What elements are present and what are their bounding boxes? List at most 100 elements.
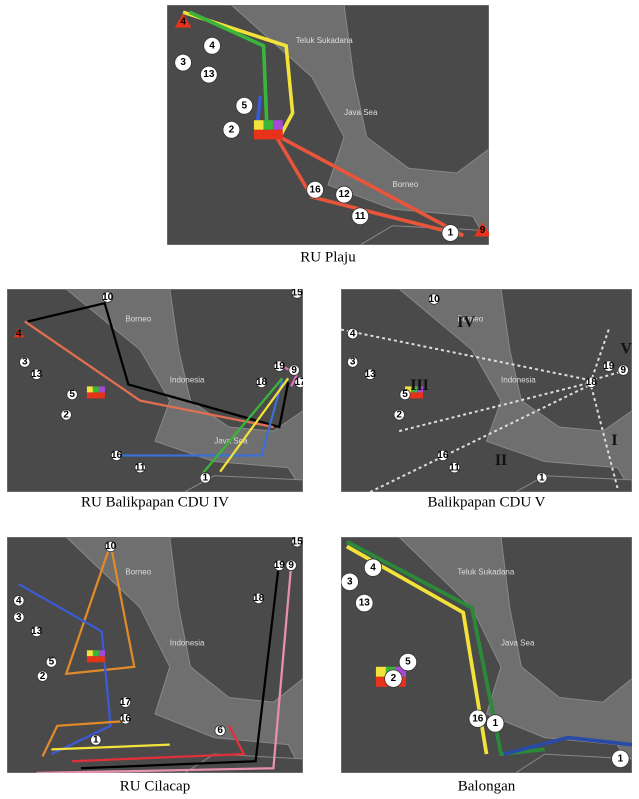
port-label: 4 [16, 595, 22, 606]
map-panel: Teluk Sukadana Java Sea 3 4 13 52 16 1 1 [341, 537, 632, 773]
port-label: 15 [292, 536, 304, 547]
port-label: 9 [288, 560, 294, 571]
port-label: 2 [391, 673, 397, 684]
refinery-block [87, 650, 93, 656]
port-label: 3 [347, 576, 353, 587]
figure: Teluk SukadanaJava SeaBorneoIndon4431352… [0, 0, 639, 799]
port-label: 1 [618, 753, 624, 764]
port-label: 4 [350, 328, 356, 339]
port-label: 1 [93, 735, 99, 746]
port-label: 16 [472, 713, 484, 724]
port-label: 16 [437, 450, 449, 461]
port-label: 13 [31, 369, 43, 380]
port-label: 3 [22, 357, 28, 368]
port-label: 4 [180, 16, 186, 27]
panel-caption: Balongan [458, 778, 516, 794]
region-label: I [611, 432, 617, 449]
port-label: 2 [40, 671, 46, 682]
port-label: 16 [310, 184, 322, 195]
port-label: 18 [256, 377, 268, 388]
map-label: Indonesia [170, 375, 205, 384]
port-label: 15 [292, 288, 304, 299]
refinery-block [93, 650, 99, 656]
port-label: 1 [203, 472, 209, 483]
refinery-block [254, 120, 264, 130]
port-label: 13 [359, 598, 371, 609]
refinery-block [99, 650, 105, 656]
port-label: 10 [429, 294, 441, 305]
refinery-block [99, 386, 105, 392]
port-label: 17 [294, 377, 306, 388]
port-label: 16 [111, 450, 123, 461]
map-body: Teluk SukadanaJava SeaBorneoIndon4431352… [167, 5, 491, 261]
port-label: 6 [217, 725, 223, 736]
port-label: 11 [135, 462, 146, 473]
port-label: 9 [620, 365, 626, 376]
panel-caption: RU Balikpapan CDU IV [81, 494, 229, 510]
refinery-block [264, 120, 274, 130]
port-label: 11 [355, 211, 366, 222]
port-label: 1 [492, 718, 498, 729]
refinery-block [254, 130, 264, 140]
port-label: 19 [274, 560, 286, 571]
map-label: Teluk Sukadana [296, 36, 353, 45]
refinery-block [93, 392, 99, 398]
map-label: Indonesia [501, 375, 536, 384]
map-panel: BorneoIndonesia104313521716161918915 [7, 536, 303, 773]
refinery-block [93, 386, 99, 392]
refinery-block [376, 667, 386, 677]
panel-caption: RU Plaju [300, 249, 356, 265]
map-body: BorneoIndonesia104313521611119189IVIIIII… [341, 289, 632, 492]
port-label: 5 [241, 100, 247, 111]
port-label: 4 [370, 562, 376, 573]
port-label: 2 [229, 124, 235, 135]
map-label: Indonesia [170, 638, 205, 647]
map-body: Teluk Sukadana Java Sea 3 4 13 52 16 1 1 [341, 537, 632, 773]
port-label: 18 [586, 377, 598, 388]
map-label: Java Sea [501, 638, 535, 647]
port-label: 4 [16, 328, 22, 339]
refinery-block [273, 120, 283, 130]
map-label: Borneo [125, 315, 151, 324]
port-label: 13 [365, 369, 377, 380]
map-panel: BorneoIndonesiaJava Sea10431352161111918… [7, 288, 306, 492]
port-label: 13 [31, 626, 43, 637]
port-label: 5 [402, 389, 408, 400]
refinery-block [87, 386, 93, 392]
port-label: 5 [69, 389, 75, 400]
panel-caption: Balikpapan CDU V [427, 494, 545, 510]
port-label: 1 [448, 228, 454, 239]
refinery-block [99, 656, 105, 662]
refinery-block [87, 656, 93, 662]
port-label: 11 [449, 462, 460, 473]
region-label: III [410, 377, 429, 394]
port-label: 18 [253, 593, 265, 604]
port-label: 2 [63, 410, 69, 421]
port-label: 12 [339, 189, 351, 200]
port-label: 3 [350, 357, 356, 368]
port-label: 17 [120, 697, 132, 708]
refinery-block [99, 392, 105, 398]
port-label: 3 [16, 612, 22, 623]
port-label: 3 [180, 57, 186, 68]
region-label: II [495, 452, 507, 469]
port-label: 19 [603, 361, 615, 372]
port-label: 5 [405, 657, 411, 668]
map-label: Borneo [125, 568, 151, 577]
port-label: 9 [291, 365, 297, 376]
map-label: Teluk Sukadana [457, 568, 514, 577]
map-label: Borneo [392, 180, 418, 189]
port-label: 9 [480, 225, 486, 236]
port-label: 5 [49, 657, 55, 668]
port-label: 10 [102, 292, 114, 303]
map-panel: BorneoIndonesia104313521611119189IVIIIII… [341, 289, 632, 492]
port-label: 4 [209, 40, 215, 51]
region-label: V [620, 341, 632, 358]
port-label: 13 [203, 69, 215, 80]
refinery-block [273, 130, 283, 140]
port-label: 10 [105, 541, 117, 552]
refinery-block [87, 392, 93, 398]
port-label: 19 [274, 361, 286, 372]
